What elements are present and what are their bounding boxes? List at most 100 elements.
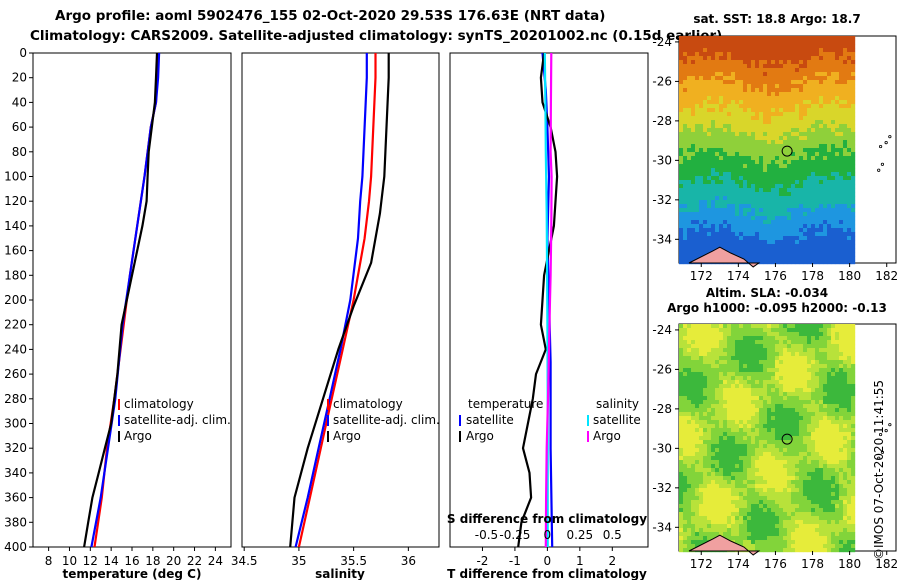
map-cell [743,436,748,441]
map-cell [683,336,688,341]
map-cell [723,352,728,357]
map-cell [735,152,740,157]
map-cell [763,224,768,229]
map-cell [815,520,820,525]
map-cell [711,196,716,201]
lon-tick-label: 178 [801,269,824,283]
map-cell [791,72,796,77]
map-cell [799,124,804,129]
map-cell [763,68,768,73]
map-cell [847,168,852,173]
map-cell [815,488,820,493]
map-cell [763,128,768,133]
map-cell [775,388,780,393]
map-cell [703,244,708,249]
map-cell [843,160,848,165]
map-cell [851,52,856,57]
map-cell [703,484,708,489]
map-cell [691,360,696,365]
map-cell [815,528,820,533]
map-cell [747,36,752,41]
map-cell [831,260,836,265]
map-cell [823,36,828,41]
map-cell [739,100,744,105]
map-cell [715,240,720,245]
map-cell [755,252,760,257]
map-cell [779,424,784,429]
map-cell [719,84,724,89]
map-cell [735,216,740,221]
map-cell [815,492,820,497]
map-cell [735,180,740,185]
map-cell [679,484,684,489]
map-cell [687,192,692,197]
map-cell [719,380,724,385]
map-cell [723,112,728,117]
map-cell [799,504,804,509]
map-cell [719,164,724,169]
map-cell [727,88,732,93]
map-cell [751,416,756,421]
map-cell [679,520,684,525]
map-cell [707,148,712,153]
map-cell [819,196,824,201]
map-cell [839,252,844,257]
map-cell [711,360,716,365]
map-cell [707,468,712,473]
map-cell [747,516,752,521]
map-cell [771,444,776,449]
map-cell [727,408,732,413]
map-cell [707,452,712,457]
map-cell [735,208,740,213]
map-cell [787,384,792,389]
map-cell [819,252,824,257]
map-cell [851,476,856,481]
map-cell [731,532,736,537]
map-cell [795,528,800,533]
map-cell [787,480,792,485]
map-cell [731,392,736,397]
title-line-1: Argo profile: aoml 5902476_155 02-Oct-20… [55,8,605,24]
map-cell [787,416,792,421]
map-cell [811,444,816,449]
map-cell [739,168,744,173]
map-cell [715,420,720,425]
map-cell [691,188,696,193]
map-cell [731,68,736,73]
map-cell [739,528,744,533]
map-cell [831,92,836,97]
map-cell [771,152,776,157]
map-cell [739,80,744,85]
map-cell [743,72,748,77]
map-cell [779,232,784,237]
map-cell [767,528,772,533]
map-cell [751,172,756,177]
map-cell [799,60,804,65]
map-cell [683,60,688,65]
temperature-lines [83,53,161,547]
map-cell [787,148,792,153]
salinity-panel: 34.5 35 35.5 36 climatology satellite-adj. … [231,52,440,580]
map-cell [811,512,816,517]
map-cell [839,456,844,461]
map-cell [723,344,728,349]
map-cell [695,376,700,381]
map-cell [819,72,824,77]
map-cell [711,56,716,61]
map-cell [751,496,756,501]
map-cell [819,380,824,385]
map-cell [751,484,756,489]
map-cell [715,216,720,221]
map-cell [783,468,788,473]
sla-map-panel: Altim. SLA: -0.034 Argo h1000: -0.095 h2… [652,286,898,571]
map-cell [831,336,836,341]
map-cell [799,384,804,389]
map-cell [819,492,824,497]
map-cell [771,520,776,525]
map-cell [851,252,856,257]
map-cell [735,496,740,501]
map-cell [751,124,756,129]
map-cell [679,352,684,357]
map-cell [831,216,836,221]
map-cell [787,104,792,109]
